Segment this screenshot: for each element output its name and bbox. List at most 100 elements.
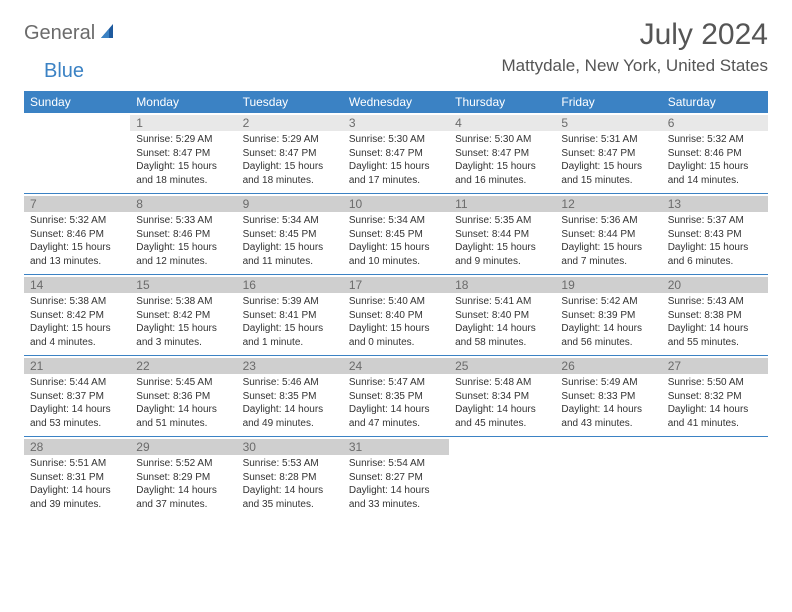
- day-info-line: Sunset: 8:41 PM: [243, 309, 337, 323]
- day-header: Monday: [130, 91, 236, 113]
- day-info-line: Sunrise: 5:34 AM: [349, 214, 443, 228]
- day-number: 13: [662, 196, 768, 212]
- day-info-line: Daylight: 15 hours: [668, 241, 762, 255]
- day-info-line: Sunrise: 5:31 AM: [561, 133, 655, 147]
- day-number: 16: [237, 277, 343, 293]
- day-info-line: Sunrise: 5:37 AM: [668, 214, 762, 228]
- calendar-day-cell: 1Sunrise: 5:29 AMSunset: 8:47 PMDaylight…: [130, 113, 236, 194]
- day-info-line: Daylight: 14 hours: [668, 403, 762, 417]
- day-number: 17: [343, 277, 449, 293]
- day-info-line: Daylight: 14 hours: [243, 484, 337, 498]
- day-number: 8: [130, 196, 236, 212]
- day-number: 29: [130, 439, 236, 455]
- day-info-line: Sunset: 8:46 PM: [136, 228, 230, 242]
- calendar-day-cell: 15Sunrise: 5:38 AMSunset: 8:42 PMDayligh…: [130, 275, 236, 356]
- day-number: 26: [555, 358, 661, 374]
- calendar-day-cell: [449, 437, 555, 518]
- day-info-line: Sunset: 8:34 PM: [455, 390, 549, 404]
- day-info-line: Sunset: 8:40 PM: [349, 309, 443, 323]
- day-number: 4: [449, 115, 555, 131]
- day-info-line: Sunrise: 5:35 AM: [455, 214, 549, 228]
- day-info-line: Sunrise: 5:47 AM: [349, 376, 443, 390]
- page-title: July 2024: [502, 18, 768, 52]
- day-info-line: and 16 minutes.: [455, 174, 549, 188]
- day-info-line: Sunrise: 5:52 AM: [136, 457, 230, 471]
- day-info-line: Sunset: 8:46 PM: [668, 147, 762, 161]
- day-number: 12: [555, 196, 661, 212]
- calendar-day-cell: 26Sunrise: 5:49 AMSunset: 8:33 PMDayligh…: [555, 356, 661, 437]
- day-number: 20: [662, 277, 768, 293]
- calendar-day-cell: 28Sunrise: 5:51 AMSunset: 8:31 PMDayligh…: [24, 437, 130, 518]
- day-number: 14: [24, 277, 130, 293]
- day-info-line: Daylight: 14 hours: [349, 484, 443, 498]
- calendar-day-cell: [662, 437, 768, 518]
- day-info-line: and 39 minutes.: [30, 498, 124, 512]
- day-info-line: Daylight: 15 hours: [136, 241, 230, 255]
- calendar-day-cell: 17Sunrise: 5:40 AMSunset: 8:40 PMDayligh…: [343, 275, 449, 356]
- title-block: July 2024 Mattydale, New York, United St…: [502, 18, 768, 76]
- day-info-line: Sunrise: 5:44 AM: [30, 376, 124, 390]
- day-info-line: Sunset: 8:43 PM: [668, 228, 762, 242]
- day-info-line: Sunrise: 5:29 AM: [243, 133, 337, 147]
- day-info-line: and 35 minutes.: [243, 498, 337, 512]
- day-info-line: and 33 minutes.: [349, 498, 443, 512]
- day-info-line: and 13 minutes.: [30, 255, 124, 269]
- day-info-line: and 37 minutes.: [136, 498, 230, 512]
- day-info-line: and 18 minutes.: [243, 174, 337, 188]
- day-info-line: Sunset: 8:38 PM: [668, 309, 762, 323]
- day-number: 31: [343, 439, 449, 455]
- day-info-line: Daylight: 14 hours: [561, 322, 655, 336]
- day-header-row: Sunday Monday Tuesday Wednesday Thursday…: [24, 91, 768, 113]
- day-info-line: Sunset: 8:42 PM: [136, 309, 230, 323]
- location-text: Mattydale, New York, United States: [502, 56, 768, 76]
- day-number: 5: [555, 115, 661, 131]
- calendar-day-cell: 5Sunrise: 5:31 AMSunset: 8:47 PMDaylight…: [555, 113, 661, 194]
- day-number: 25: [449, 358, 555, 374]
- day-info-line: and 58 minutes.: [455, 336, 549, 350]
- day-info-line: Daylight: 15 hours: [243, 322, 337, 336]
- calendar-day-cell: 24Sunrise: 5:47 AMSunset: 8:35 PMDayligh…: [343, 356, 449, 437]
- calendar-day-cell: 7Sunrise: 5:32 AMSunset: 8:46 PMDaylight…: [24, 194, 130, 275]
- day-info-line: and 4 minutes.: [30, 336, 124, 350]
- day-info-line: Sunset: 8:35 PM: [349, 390, 443, 404]
- day-info-line: and 7 minutes.: [561, 255, 655, 269]
- day-info-line: Sunrise: 5:30 AM: [455, 133, 549, 147]
- calendar-day-cell: 22Sunrise: 5:45 AMSunset: 8:36 PMDayligh…: [130, 356, 236, 437]
- day-info-line: and 9 minutes.: [455, 255, 549, 269]
- day-info-line: and 53 minutes.: [30, 417, 124, 431]
- day-info-line: Sunrise: 5:53 AM: [243, 457, 337, 471]
- day-info-line: Sunrise: 5:54 AM: [349, 457, 443, 471]
- calendar-day-cell: 21Sunrise: 5:44 AMSunset: 8:37 PMDayligh…: [24, 356, 130, 437]
- calendar-day-cell: 4Sunrise: 5:30 AMSunset: 8:47 PMDaylight…: [449, 113, 555, 194]
- day-number: 18: [449, 277, 555, 293]
- calendar-week-row: 7Sunrise: 5:32 AMSunset: 8:46 PMDaylight…: [24, 194, 768, 275]
- day-info-line: and 18 minutes.: [136, 174, 230, 188]
- logo-text-1: General: [24, 22, 95, 45]
- day-info-line: Daylight: 15 hours: [455, 160, 549, 174]
- day-info-line: Daylight: 15 hours: [668, 160, 762, 174]
- calendar-day-cell: 31Sunrise: 5:54 AMSunset: 8:27 PMDayligh…: [343, 437, 449, 518]
- day-info-line: Sunset: 8:47 PM: [561, 147, 655, 161]
- day-number: 6: [662, 115, 768, 131]
- day-info-line: Sunrise: 5:49 AM: [561, 376, 655, 390]
- day-info-line: Daylight: 15 hours: [30, 241, 124, 255]
- day-info-line: Sunrise: 5:32 AM: [668, 133, 762, 147]
- calendar-day-cell: 9Sunrise: 5:34 AMSunset: 8:45 PMDaylight…: [237, 194, 343, 275]
- calendar-day-cell: [24, 113, 130, 194]
- day-info-line: Sunset: 8:29 PM: [136, 471, 230, 485]
- day-number: 19: [555, 277, 661, 293]
- day-header: Thursday: [449, 91, 555, 113]
- day-info-line: and 43 minutes.: [561, 417, 655, 431]
- day-info-line: Sunset: 8:46 PM: [30, 228, 124, 242]
- day-number: 21: [24, 358, 130, 374]
- calendar-day-cell: 18Sunrise: 5:41 AMSunset: 8:40 PMDayligh…: [449, 275, 555, 356]
- day-info-line: Daylight: 14 hours: [30, 403, 124, 417]
- day-number: 27: [662, 358, 768, 374]
- day-info-line: Daylight: 15 hours: [243, 160, 337, 174]
- day-info-line: and 11 minutes.: [243, 255, 337, 269]
- calendar-week-row: 21Sunrise: 5:44 AMSunset: 8:37 PMDayligh…: [24, 356, 768, 437]
- day-info-line: Sunset: 8:28 PM: [243, 471, 337, 485]
- calendar-day-cell: 8Sunrise: 5:33 AMSunset: 8:46 PMDaylight…: [130, 194, 236, 275]
- day-info-line: Sunrise: 5:39 AM: [243, 295, 337, 309]
- day-info-line: Sunrise: 5:38 AM: [136, 295, 230, 309]
